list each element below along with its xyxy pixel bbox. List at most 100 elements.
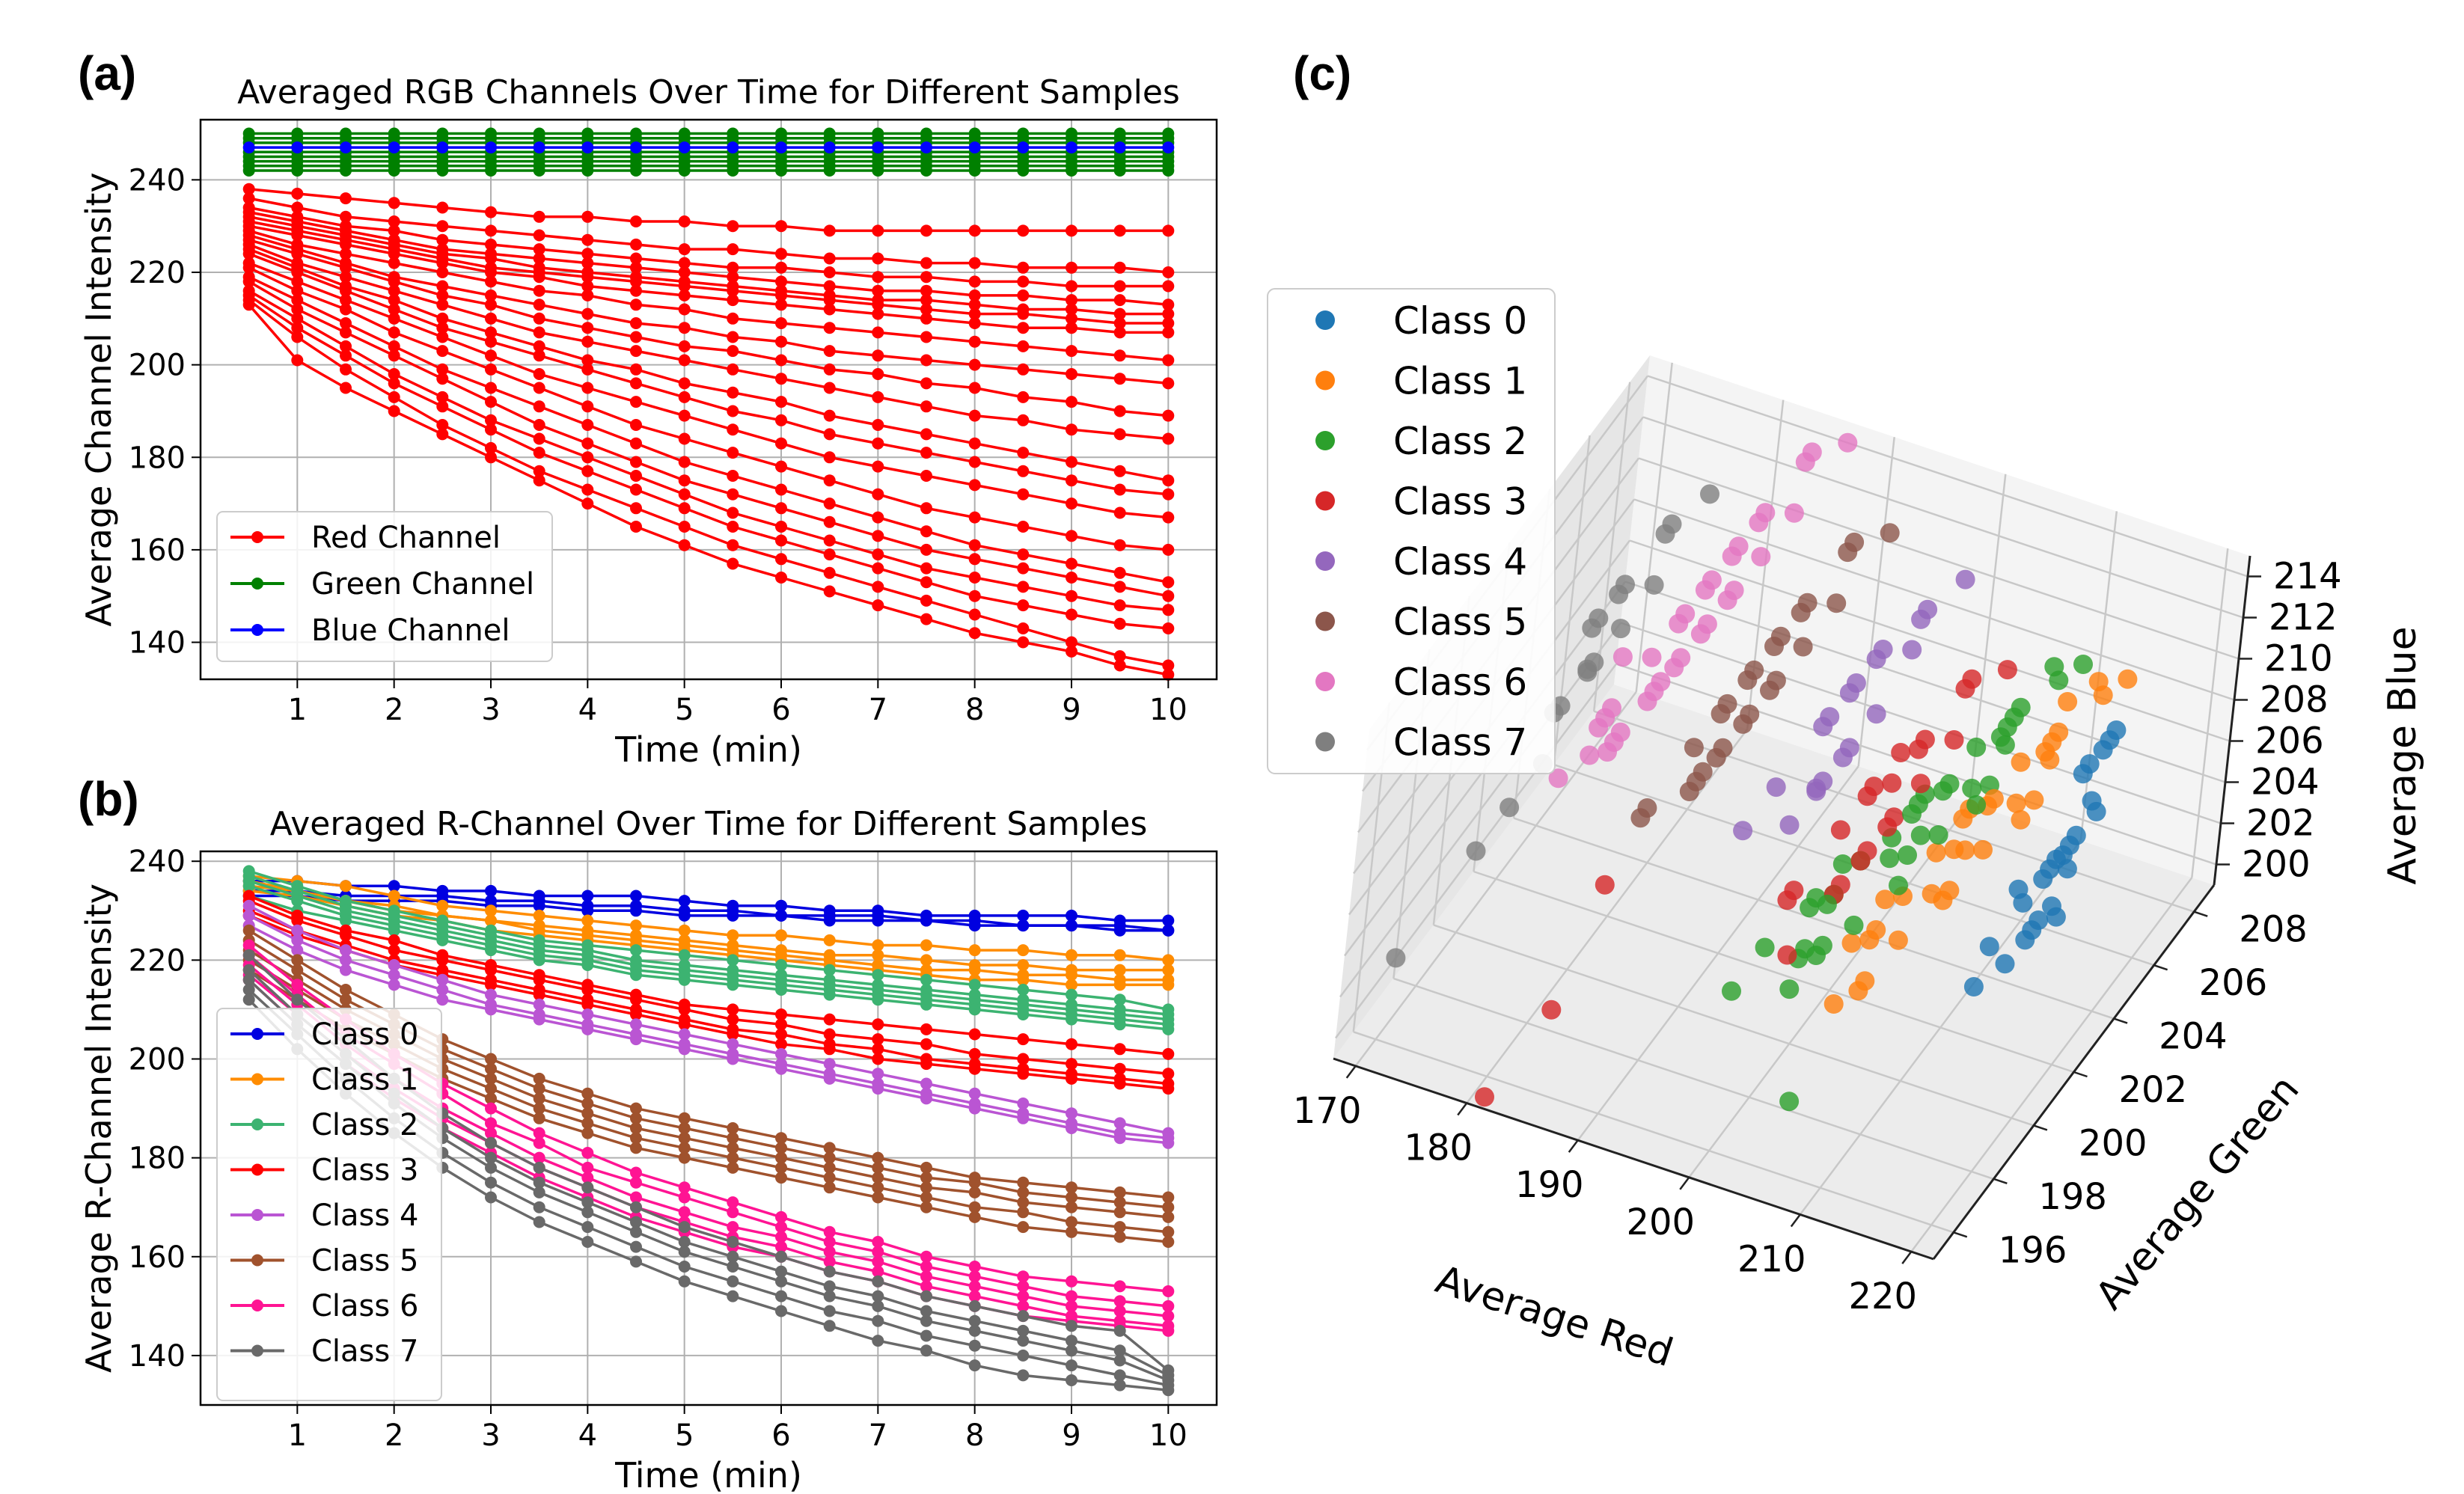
data-point [340, 954, 352, 967]
data-point [630, 1132, 642, 1145]
y-tick-label: 202 [2119, 1069, 2188, 1111]
data-point [291, 275, 304, 288]
scatter-point [1963, 977, 1984, 996]
data-point [485, 1151, 497, 1164]
data-point [775, 335, 787, 348]
data-point [872, 252, 884, 265]
legend-label: Class 6 [1393, 661, 1527, 704]
data-point [1017, 1206, 1030, 1219]
scatter-point [1791, 602, 1811, 622]
data-point [388, 377, 400, 390]
scatter-point [1800, 898, 1820, 918]
data-point [340, 210, 352, 223]
data-point [436, 391, 449, 403]
legend-swatch-marker [251, 1028, 263, 1040]
series-line [248, 252, 1169, 496]
data-point [485, 266, 497, 278]
scatter-point [1664, 658, 1684, 678]
data-point [872, 511, 884, 524]
data-point [968, 479, 981, 492]
scatter-point [2058, 692, 2078, 711]
x-tick-label: 5 [675, 1418, 694, 1453]
data-point [436, 419, 449, 431]
data-point [1017, 973, 1030, 986]
scatter-point [1611, 619, 1630, 639]
scatter-point [1910, 825, 1930, 845]
scatter-point [1684, 738, 1704, 758]
data-point [920, 284, 932, 297]
data-point [968, 1210, 981, 1223]
data-point [1113, 373, 1126, 385]
data-point [291, 944, 304, 957]
gridline-green [1433, 924, 2035, 1127]
data-point [1162, 1299, 1175, 1312]
scatter-point [1909, 739, 1928, 759]
data-point [1066, 396, 1077, 408]
data-point [485, 441, 497, 454]
data-point [1066, 1216, 1077, 1228]
data-point [533, 141, 545, 154]
data-point [581, 437, 594, 450]
scatter-point [1838, 432, 1858, 453]
data-point [727, 1161, 739, 1174]
data-point [1162, 326, 1175, 339]
data-point [485, 382, 497, 394]
data-point [1066, 1225, 1077, 1238]
legend-label: Class 4 [311, 1198, 418, 1233]
data-point [968, 317, 981, 329]
data-point [678, 488, 691, 500]
data-point [775, 959, 787, 971]
data-point [581, 1161, 594, 1174]
data-point [1162, 1047, 1175, 1060]
gridline-green [1513, 817, 2115, 1020]
data-point [727, 1261, 739, 1273]
series-line [248, 909, 1169, 1086]
data-point [727, 141, 739, 154]
scatter-point [1966, 795, 1987, 815]
data-point [872, 1043, 884, 1056]
data-point [581, 141, 594, 154]
data-point [823, 474, 836, 487]
data-point [630, 890, 642, 902]
data-point [920, 428, 932, 441]
data-point [1017, 521, 1030, 533]
data-point [485, 1117, 497, 1130]
data-point [485, 299, 497, 311]
legend-marker [1315, 672, 1335, 691]
data-point [1066, 1013, 1077, 1026]
data-point [1066, 224, 1077, 237]
z-tick-label: 208 [2260, 679, 2329, 721]
scatter-point [1806, 946, 1826, 965]
scatter-point [1889, 875, 1908, 896]
data-point [630, 252, 642, 265]
data-point [291, 266, 304, 278]
legend-label: Blue Channel [311, 613, 510, 648]
data-point [388, 944, 400, 957]
data-point [920, 470, 932, 482]
data-point [872, 1255, 884, 1268]
data-point [1017, 1335, 1030, 1347]
data-point [388, 257, 400, 269]
data-point [581, 1127, 594, 1139]
data-point [1017, 340, 1030, 352]
data-point [1162, 622, 1175, 634]
data-point [823, 409, 836, 422]
x-tick-label: 9 [1062, 1418, 1080, 1453]
data-point [581, 1117, 594, 1130]
data-point [1162, 1201, 1175, 1213]
data-point [872, 165, 884, 177]
data-point [630, 1122, 642, 1134]
data-point [727, 165, 739, 177]
data-point [436, 299, 449, 311]
data-point [1017, 363, 1030, 376]
data-point [581, 890, 594, 902]
data-point [242, 973, 255, 986]
data-point [581, 322, 594, 334]
data-point [1162, 1210, 1175, 1223]
data-point [823, 1151, 836, 1164]
data-point [920, 1250, 932, 1263]
data-point [968, 456, 981, 468]
data-point [630, 1191, 642, 1204]
data-point [436, 984, 449, 996]
data-point [1066, 636, 1077, 649]
